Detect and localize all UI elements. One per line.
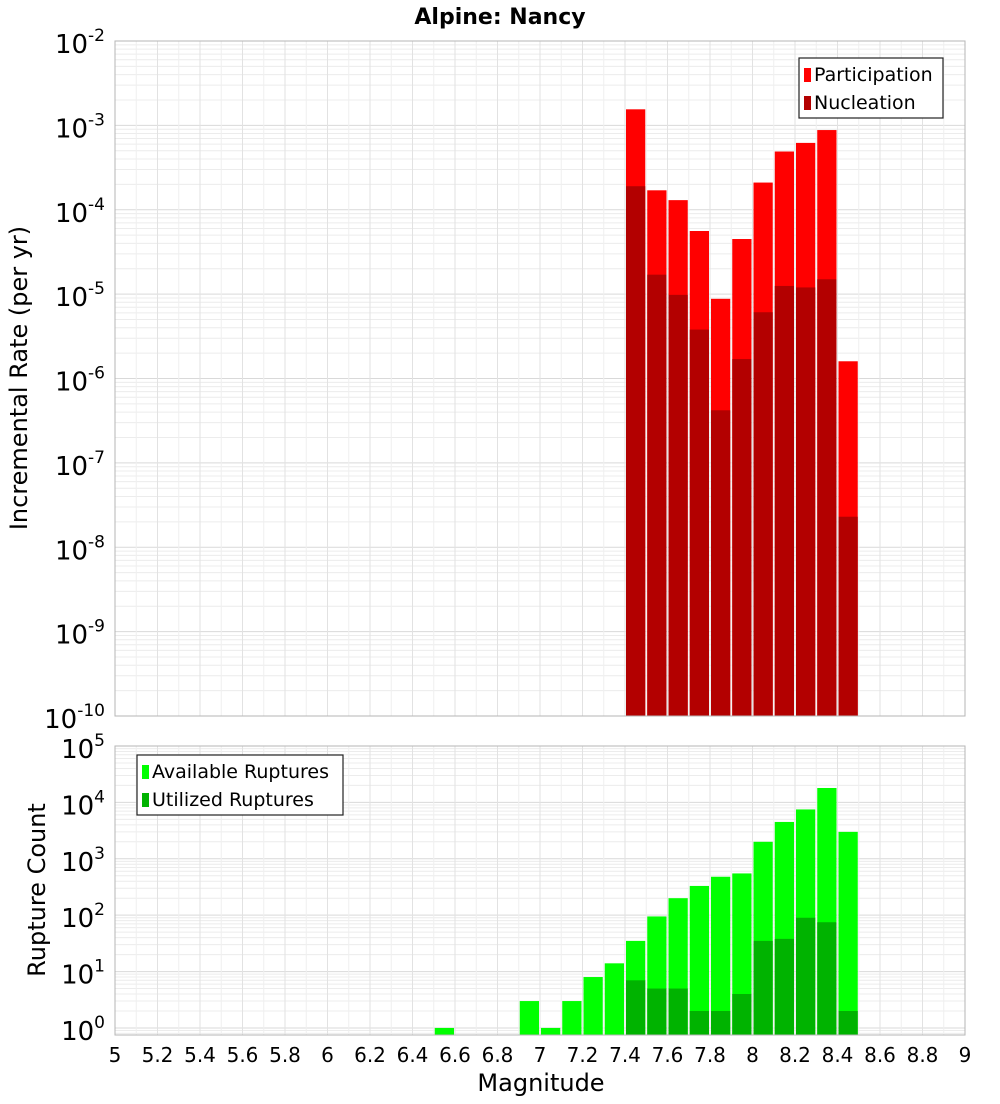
bottom-bar xyxy=(541,1027,561,1035)
legend-swatch xyxy=(804,96,811,110)
bottom-bar xyxy=(689,885,709,1035)
bottom-y-tick-label: 104 xyxy=(61,787,105,821)
top-bar xyxy=(626,186,646,716)
top-y-tick-label: 10-9 xyxy=(55,617,105,651)
bottom-bar xyxy=(796,917,816,1035)
top-y-tick-label: 10-5 xyxy=(55,279,105,313)
bottom-bar xyxy=(583,977,603,1035)
legend-label: Available Ruptures xyxy=(152,761,329,783)
legend-swatch xyxy=(142,765,149,779)
legend-label: Participation xyxy=(814,64,933,86)
bottom-bar xyxy=(711,1010,731,1035)
x-tick-label: 8 xyxy=(746,1043,759,1067)
top-bar xyxy=(817,279,837,716)
top-y-axis-label: Incremental Rate (per yr) xyxy=(5,226,33,530)
x-tick-label: 7.6 xyxy=(652,1043,684,1067)
x-tick-label: 5.8 xyxy=(269,1043,301,1067)
top-plot-frame xyxy=(114,40,966,717)
bottom-bar xyxy=(774,938,794,1035)
top-y-tick-label: 10-6 xyxy=(55,364,105,398)
bottom-bar xyxy=(604,963,624,1035)
x-tick-label: 5.6 xyxy=(227,1043,259,1067)
bottom-bar xyxy=(668,988,688,1035)
x-tick-label: 7.8 xyxy=(694,1043,726,1067)
top-grid xyxy=(114,41,966,717)
x-tick-label: 8.2 xyxy=(779,1043,811,1067)
bottom-y-tick-label: 101 xyxy=(61,957,105,991)
bottom-bar xyxy=(519,1001,539,1035)
top-bar xyxy=(774,285,794,716)
bottom-bar xyxy=(838,831,858,1035)
x-tick-label: 5 xyxy=(109,1043,122,1067)
chart-title: Alpine: Nancy xyxy=(414,5,585,30)
legend-frame xyxy=(136,754,344,816)
bottom-bar xyxy=(711,876,731,1035)
x-tick-label: 8.8 xyxy=(907,1043,939,1067)
bottom-y-tick-label: 100 xyxy=(61,1013,105,1047)
top-bar xyxy=(711,410,731,716)
x-tick-label: 7 xyxy=(534,1043,547,1067)
x-tick-label: 6.2 xyxy=(354,1043,386,1067)
top-bar xyxy=(753,312,773,716)
top-y-tick-label: 10-2 xyxy=(55,26,105,60)
x-tick-label: 6.8 xyxy=(482,1043,514,1067)
top-y-tick-label: 10-10 xyxy=(44,701,105,735)
bottom-bar xyxy=(817,922,837,1035)
x-tick-label: 8.4 xyxy=(822,1043,854,1067)
x-tick-label: 5.4 xyxy=(184,1043,216,1067)
top-y-tick-label: 10-3 xyxy=(55,110,105,144)
bottom-bar xyxy=(626,980,646,1035)
x-axis-label: Magnitude xyxy=(477,1069,604,1097)
legend-label: Nucleation xyxy=(814,92,916,114)
top-bar xyxy=(647,274,667,716)
x-tick-label: 9 xyxy=(959,1043,972,1067)
x-tick-label: 7.2 xyxy=(567,1043,599,1067)
bottom-bar xyxy=(562,1001,582,1035)
bottom-y-tick-label: 102 xyxy=(61,900,105,934)
bottom-y-tick-label: 103 xyxy=(61,844,105,878)
bottom-bar xyxy=(689,1010,709,1035)
x-tick-label: 6.6 xyxy=(439,1043,471,1067)
bottom-y-tick-label: 105 xyxy=(61,731,105,765)
top-bar xyxy=(796,287,816,716)
top-bar xyxy=(668,294,688,716)
bottom-series-1 xyxy=(626,917,858,1035)
x-tick-label: 5.2 xyxy=(142,1043,174,1067)
bottom-bar xyxy=(732,994,752,1035)
bottom-bar xyxy=(434,1027,454,1035)
x-tick-label: 6 xyxy=(321,1043,334,1067)
top-y-tick-label: 10-7 xyxy=(55,448,105,482)
x-tick-label: 6.4 xyxy=(397,1043,429,1067)
top-bar xyxy=(732,359,752,716)
top-series-1 xyxy=(626,186,858,716)
legend-frame xyxy=(798,57,944,119)
bottom-plot-frame xyxy=(114,745,966,1036)
top-legend: Participation Nucleation xyxy=(798,57,944,119)
x-tick-label: 8.6 xyxy=(864,1043,896,1067)
legend-label: Utilized Ruptures xyxy=(152,789,314,811)
bottom-bar xyxy=(753,940,773,1035)
legend-swatch xyxy=(804,68,811,82)
bottom-bar xyxy=(647,988,667,1035)
top-bar xyxy=(838,516,858,716)
top-y-tick-label: 10-8 xyxy=(55,532,105,566)
bottom-bar xyxy=(838,1010,858,1035)
x-tick-label: 7.4 xyxy=(609,1043,641,1067)
bottom-legend: Available Ruptures Utilized Ruptures xyxy=(136,754,344,816)
legend-swatch xyxy=(142,793,149,807)
bottom-y-axis-label: Rupture Count xyxy=(23,803,51,977)
top-y-tick-label: 10-4 xyxy=(55,195,105,229)
top-bar xyxy=(689,329,709,716)
